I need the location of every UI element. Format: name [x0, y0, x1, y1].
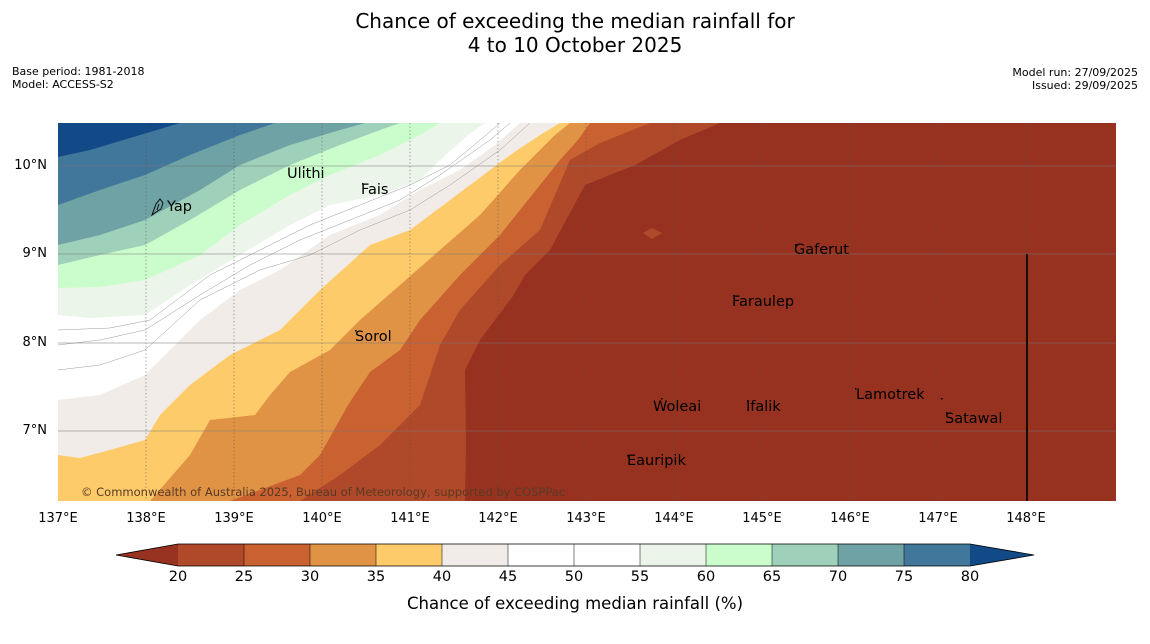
meta-right: Model run: 27/09/2025 Issued: 29/09/2025: [1012, 66, 1138, 92]
colorbar-segment: [508, 544, 574, 566]
lon-label: 137°E: [38, 511, 78, 526]
map-title: Chance of exceeding the median rainfall …: [0, 9, 1150, 57]
colorbar-tick: 25: [234, 569, 254, 585]
colorbar-segment: [640, 544, 706, 566]
lon-label: 147°E: [918, 511, 958, 526]
lat-label: 7°N: [22, 423, 48, 438]
colorbar-outline: [115, 543, 1035, 567]
meta-left: Base period: 1981-2018 Model: ACCESS-S2: [12, 65, 144, 91]
title-line-2: 4 to 10 October 2025: [467, 33, 683, 57]
colorbar-segment: [574, 544, 640, 566]
lat-label: 9°N: [22, 246, 48, 261]
colorbar-dividers: [243, 544, 905, 566]
place-label-yap: Yap: [167, 199, 192, 215]
colorbar-tick: 75: [894, 569, 914, 585]
contour-lines: [58, 123, 531, 371]
place-label-eauripik: Eauripik: [627, 453, 686, 469]
band-above-80: [58, 123, 180, 157]
lon-label: 140°E: [302, 511, 342, 526]
colorbar-segment: [904, 544, 970, 566]
lon-label: 145°E: [742, 511, 782, 526]
colorbar-segment: [442, 544, 508, 566]
lon-label: 138°E: [126, 511, 166, 526]
colorbar-tick: 55: [630, 569, 650, 585]
base-period: Base period: 1981-2018: [12, 65, 145, 78]
place-label-fais: Fais: [361, 182, 389, 198]
colorbar: [115, 543, 1035, 567]
colorbar-extend-high: [970, 544, 1034, 566]
colorbar-extend-low: [116, 544, 178, 566]
atoll-markers: [303, 166, 948, 457]
place-label-lamotrek: Lamotrek: [856, 387, 925, 403]
lon-label: 148°E: [1006, 511, 1046, 526]
place-label-sorol: Sorol: [355, 329, 392, 345]
small-contour-patch: [643, 228, 662, 239]
colorbar-tick: 60: [696, 569, 716, 585]
colorbar-tick: 30: [300, 569, 320, 585]
colorbar-segment: [706, 544, 772, 566]
title-line-1: Chance of exceeding the median rainfall …: [355, 9, 795, 33]
colorbar-segment: [838, 544, 904, 566]
model-run: Model run: 27/09/2025: [1012, 66, 1138, 79]
colorbar-segment: [310, 544, 376, 566]
lat-label: 10°N: [14, 158, 47, 173]
place-label-gaferut: Gaferut: [794, 242, 849, 258]
colorbar-tick: 35: [366, 569, 386, 585]
place-label-satawal: Satawal: [945, 411, 1003, 427]
lon-label: 142°E: [478, 511, 518, 526]
place-label-faraulep: Faraulep: [732, 294, 795, 310]
yap-island: [151, 198, 164, 217]
rainfall-map: [58, 123, 1116, 501]
colorbar-tick: 20: [168, 569, 188, 585]
colorbar-tick: 70: [828, 569, 848, 585]
lon-label: 139°E: [214, 511, 254, 526]
lon-label: 143°E: [566, 511, 606, 526]
place-label-ulithi: Ulithi: [287, 166, 325, 182]
colorbar-segment: [376, 544, 442, 566]
copyright-notice: © Commonwealth of Australia 2025, Bureau…: [81, 485, 566, 499]
lon-label: 141°E: [390, 511, 430, 526]
issued-date: Issued: 29/09/2025: [1031, 79, 1138, 92]
lat-label: 8°N: [22, 335, 48, 350]
colorbar-tick: 65: [762, 569, 782, 585]
colorbar-label: Chance of exceeding median rainfall (%): [406, 594, 744, 613]
lon-label: 144°E: [654, 511, 694, 526]
colorbar-segment: [178, 544, 244, 566]
band-80: [58, 123, 275, 205]
place-label-woleai: Woleai: [653, 399, 702, 415]
colorbar-tick: 80: [960, 569, 980, 585]
lon-label: 146°E: [830, 511, 870, 526]
colorbar-tick: 50: [564, 569, 584, 585]
model-name: Model: ACCESS-S2: [12, 78, 114, 91]
colorbar-tick: 45: [498, 569, 518, 585]
place-label-ifalik: Ifalik: [746, 399, 781, 415]
colorbar-segment: [244, 544, 310, 566]
latitude-gridlines: [58, 165, 1116, 432]
colorbar-tick: 40: [432, 569, 452, 585]
colorbar-segment: [772, 544, 838, 566]
